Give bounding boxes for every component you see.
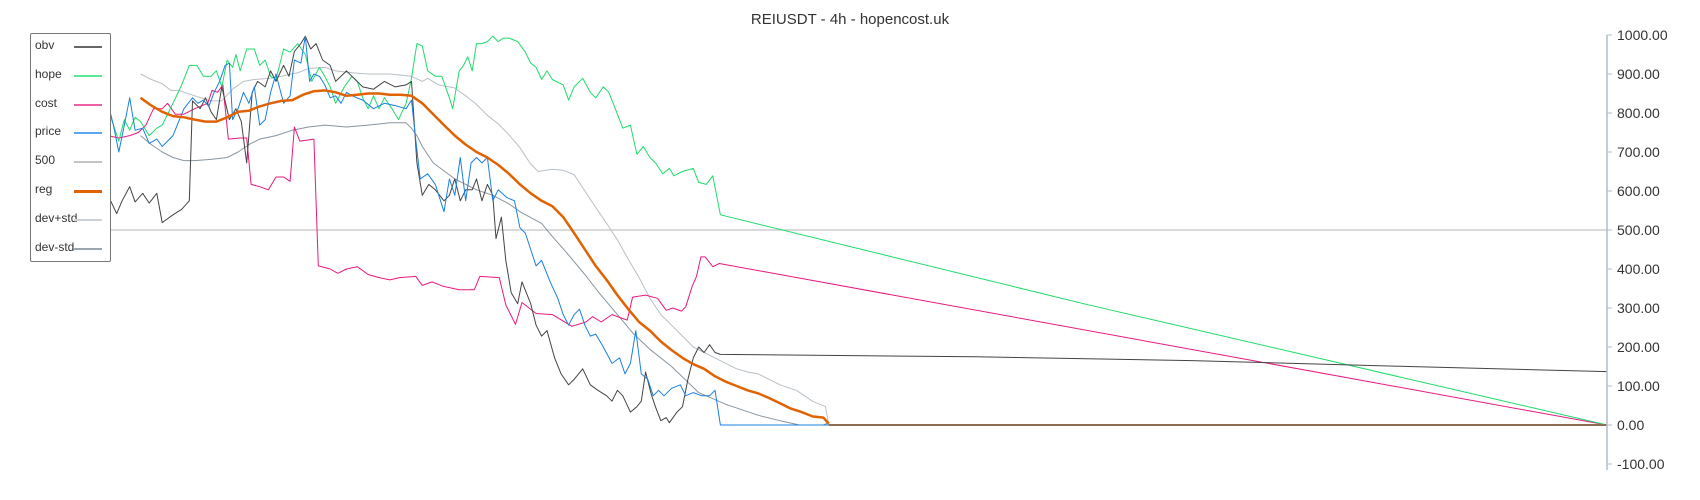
legend-label: obv	[35, 38, 55, 52]
legend-item[interactable]: price	[31, 122, 110, 142]
legend-swatch	[74, 161, 102, 164]
legend-swatch	[74, 46, 102, 48]
legend-swatch	[74, 74, 102, 77]
series-line-cost	[107, 84, 1608, 426]
series-line-dev-plus-std	[140, 66, 830, 426]
y-tick-label: 200.00	[1617, 339, 1660, 355]
legend-swatch	[74, 218, 102, 221]
legend-item[interactable]: 500	[31, 151, 110, 171]
y-tick-label: 300.00	[1617, 300, 1660, 316]
legend-item[interactable]: dev+std	[31, 209, 110, 229]
legend-item[interactable]: reg	[31, 180, 110, 200]
series-line-dev-minus-std	[140, 122, 829, 426]
legend-swatch	[74, 132, 102, 135]
y-tick-label: 0.00	[1617, 417, 1644, 433]
y-tick-label: 1000.00	[1617, 27, 1668, 43]
series-line-obv	[107, 35, 1608, 424]
series-layer	[107, 35, 1608, 426]
legend-item[interactable]: cost	[31, 94, 110, 114]
series-line-hope	[107, 35, 1608, 426]
y-tick-label: 700.00	[1617, 144, 1660, 160]
legend-label: dev-std	[35, 239, 75, 254]
series-line-reg	[139, 89, 830, 425]
legend-label: 500	[35, 153, 56, 168]
series-line-price	[107, 35, 829, 426]
legend-label: price	[35, 124, 62, 139]
legend-item[interactable]: obv	[31, 36, 110, 56]
legend-swatch	[74, 103, 102, 106]
y-tick-label: -100.00	[1617, 456, 1665, 472]
y-tick-label: 600.00	[1617, 183, 1660, 199]
chart-title: REIUSDT - 4h - hopencost.uk	[750, 11, 950, 28]
legend-label: cost	[35, 95, 58, 110]
legend: obv hope cost price 500 reg dev+std dev-std	[30, 33, 111, 262]
y-tick-label: 100.00	[1617, 378, 1660, 394]
legend-item[interactable]: dev-std	[31, 238, 110, 258]
legend-label: hope	[35, 66, 62, 81]
y-tick-label: 800.00	[1617, 105, 1660, 121]
legend-item[interactable]: hope	[31, 65, 110, 85]
y-axis: 1000.00 900.00 800.00 700.00 600.00 500.00 400…	[1606, 27, 1668, 472]
y-tick-label: 400.00	[1617, 261, 1660, 277]
legend-swatch	[74, 190, 102, 193]
y-tick-label: 500.00	[1617, 222, 1660, 238]
y-tick-label: 900.00	[1617, 66, 1660, 82]
legend-label: dev+std	[35, 210, 78, 225]
legend-swatch	[74, 247, 102, 250]
legend-label: reg	[35, 182, 53, 196]
